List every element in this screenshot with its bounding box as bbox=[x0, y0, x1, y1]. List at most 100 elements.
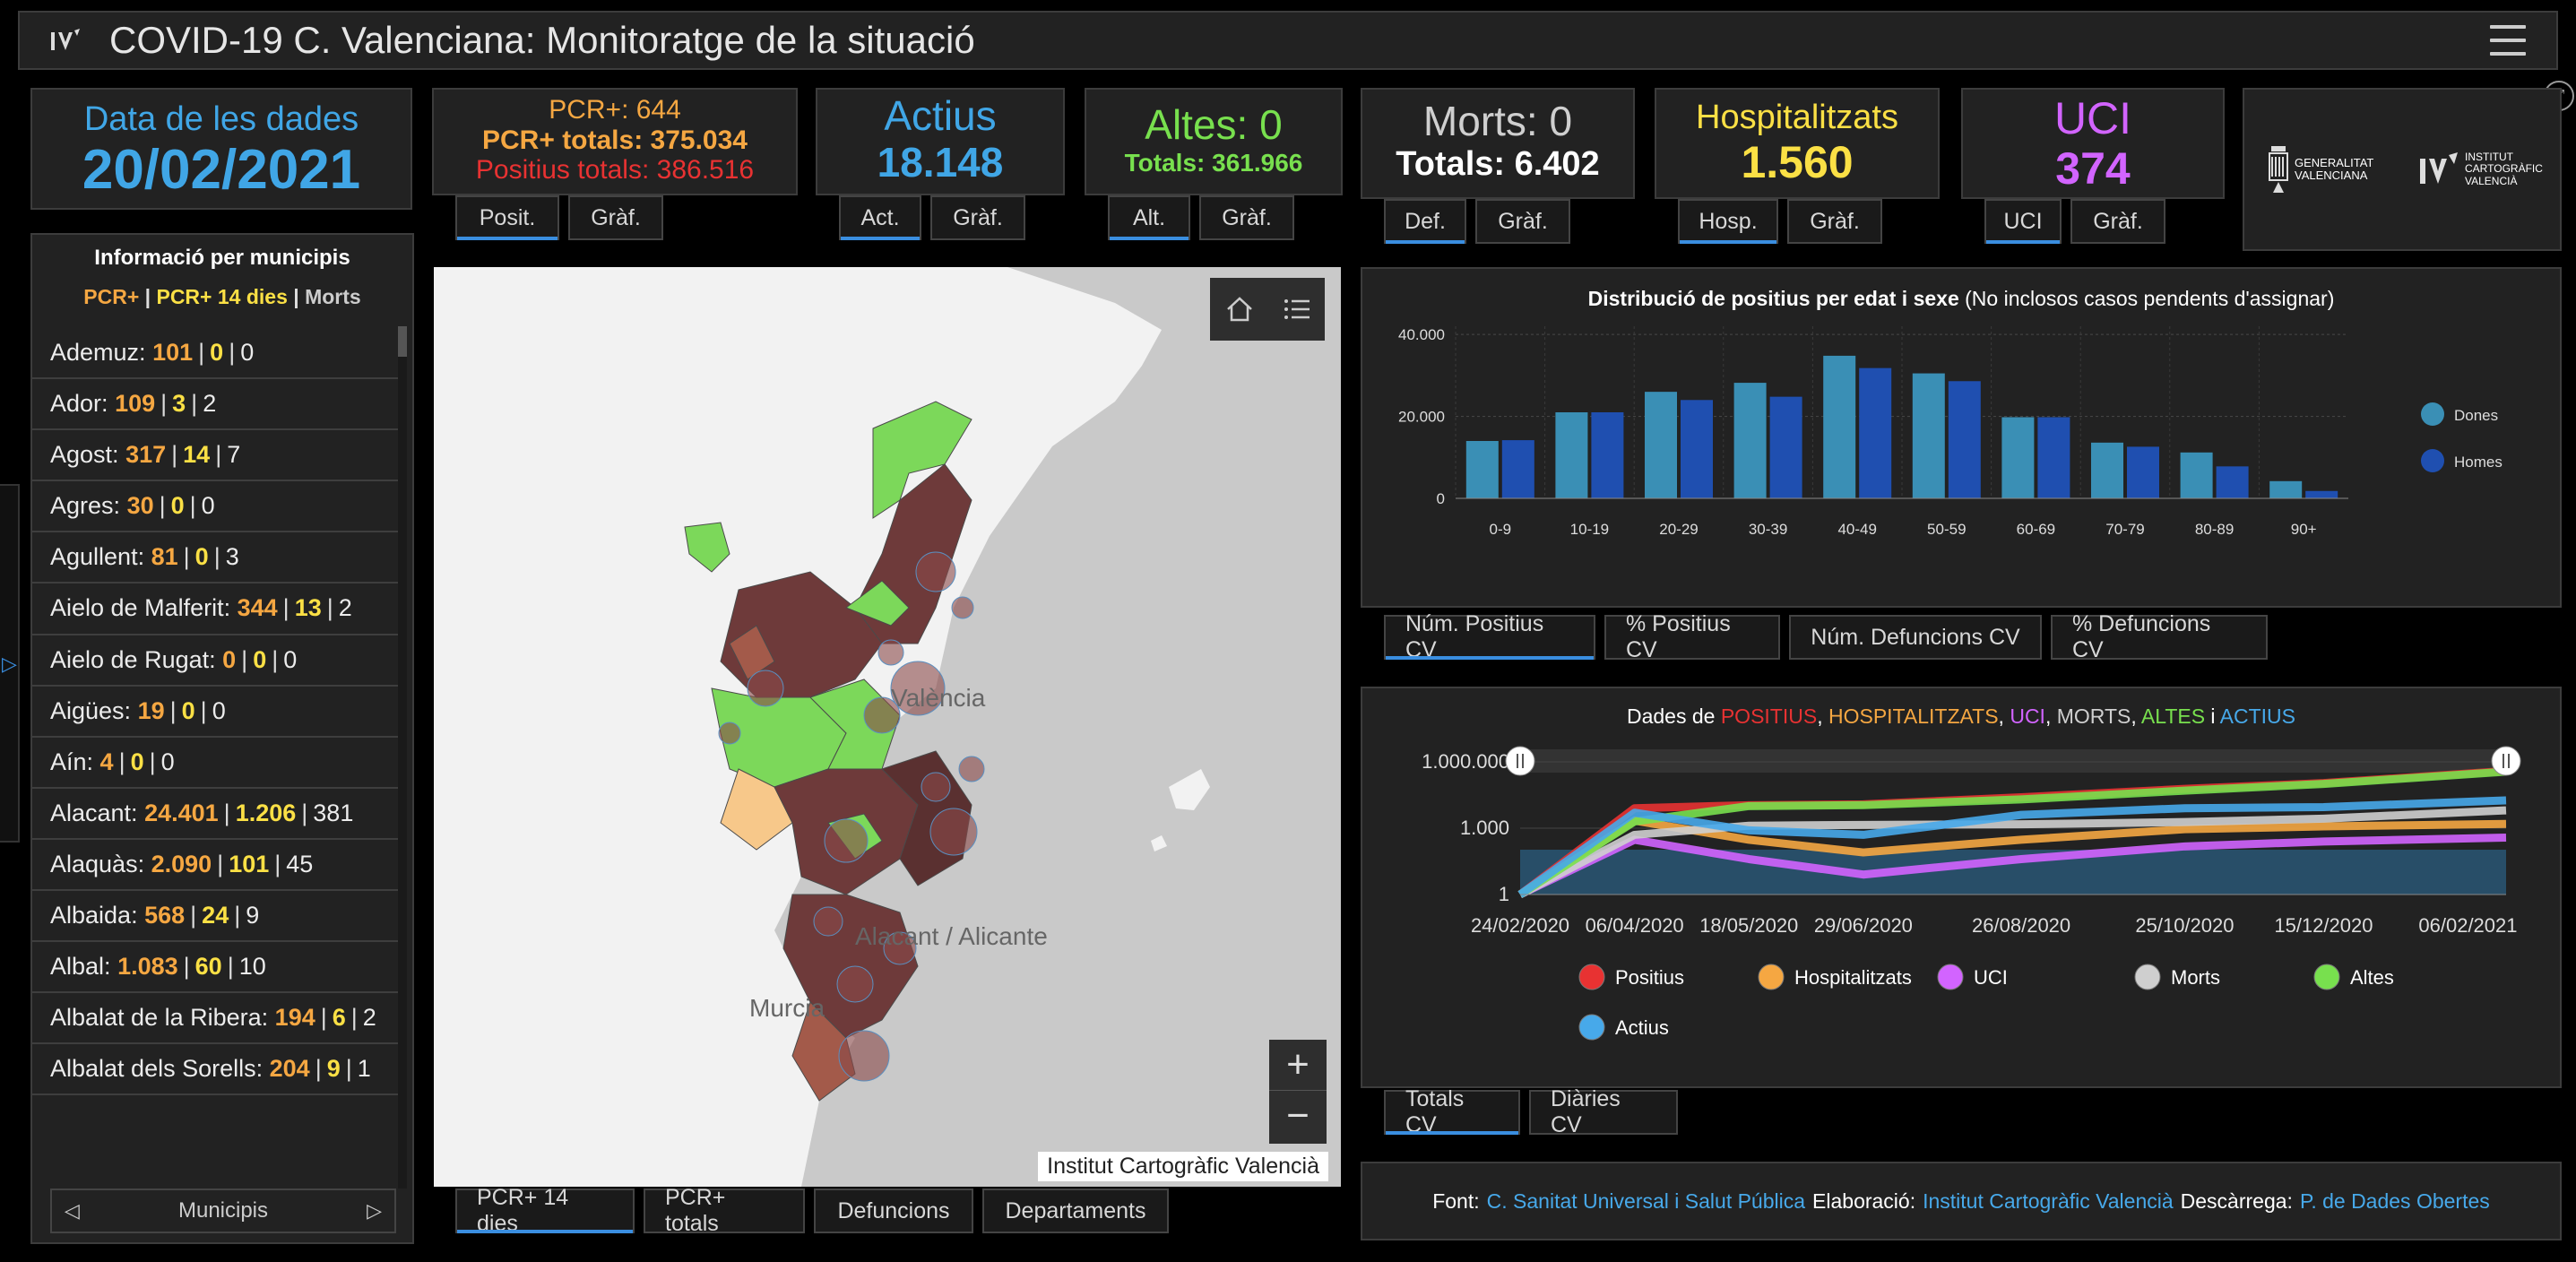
zoom-in-button[interactable]: + bbox=[1269, 1040, 1327, 1093]
bar-homes-80-89[interactable] bbox=[2216, 466, 2249, 498]
tab-pcr-totals[interactable]: PCR+ totals bbox=[644, 1185, 805, 1236]
timeline-title-part: , bbox=[2044, 704, 2057, 728]
zoom-out-button[interactable]: − bbox=[1269, 1090, 1327, 1144]
map-view[interactable]: València Alacant / Alicante Murcia + − I… bbox=[434, 267, 1341, 1187]
list-item[interactable]: Agost: 317 | 14 | 7 bbox=[32, 430, 402, 482]
tab-defuncions[interactable]: Defuncions bbox=[814, 1189, 973, 1233]
bar-dones-90+[interactable] bbox=[2269, 480, 2303, 498]
list-item[interactable]: Albaida: 568 | 24 | 9 bbox=[32, 891, 402, 943]
side-toggle[interactable]: ▷ bbox=[0, 484, 20, 843]
tab-totals-cv[interactable]: Totals CV bbox=[1384, 1086, 1520, 1137]
tab-departaments[interactable]: Departaments bbox=[982, 1189, 1169, 1233]
tab-graf-hosp[interactable]: Gràf. bbox=[1787, 199, 1882, 244]
line-actius[interactable] bbox=[1517, 796, 2507, 898]
uci-card: UCI 374 bbox=[1961, 88, 2225, 199]
tab-hosp[interactable]: Hosp. bbox=[1678, 199, 1778, 244]
bar-dones-30-39[interactable] bbox=[1733, 383, 1767, 498]
list-item[interactable]: Agullent: 81 | 0 | 3 bbox=[32, 532, 402, 584]
tab-graf-altes[interactable]: Gràf. bbox=[1199, 195, 1294, 240]
legend-list-icon[interactable] bbox=[1283, 296, 1311, 323]
tab-posit[interactable]: Posit. bbox=[455, 195, 559, 240]
list-item[interactable]: Ador: 109 | 3 | 2 bbox=[32, 379, 402, 431]
bar-homes-50-59[interactable] bbox=[1948, 381, 1981, 498]
legend-marker-dones[interactable] bbox=[2421, 402, 2444, 426]
legend-marker-uci[interactable] bbox=[1937, 964, 1964, 990]
bar-homes-90+[interactable] bbox=[2305, 490, 2338, 498]
bar-dones-70-79[interactable] bbox=[2091, 442, 2123, 498]
tab-act[interactable]: Act. bbox=[839, 195, 921, 240]
list-item[interactable]: Albalat dels Sorells: 204 | 9 | 1 bbox=[32, 1044, 402, 1096]
bar-homes-10-19[interactable] bbox=[1591, 412, 1624, 498]
list-item[interactable]: Albalat de la Ribera: 194 | 6 | 2 bbox=[32, 993, 402, 1045]
line-uci[interactable] bbox=[1518, 834, 2507, 899]
hamburger-menu-icon[interactable] bbox=[2490, 25, 2526, 56]
tab-graf-pcr[interactable]: Gràf. bbox=[568, 195, 663, 240]
choropleth-regions[interactable] bbox=[684, 401, 972, 1102]
range-end-handle[interactable] bbox=[2491, 746, 2521, 776]
bar-homes-20-29[interactable] bbox=[1681, 400, 1713, 498]
tab-uci[interactable]: UCI bbox=[1984, 199, 2062, 244]
tab-def[interactable]: Def. bbox=[1384, 199, 1466, 244]
legend-label-positius: Positius bbox=[1615, 966, 1684, 989]
tab-num-defuncions[interactable]: Núm. Defuncions CV bbox=[1789, 615, 2042, 660]
next-arrow-icon[interactable]: ▷ bbox=[367, 1199, 382, 1222]
bar-dones-10-19[interactable] bbox=[1555, 412, 1588, 498]
legend-marker-altes[interactable] bbox=[2313, 964, 2340, 990]
bar-dones-20-29[interactable] bbox=[1645, 392, 1677, 498]
bar-dones-40-49[interactable] bbox=[1823, 355, 1856, 498]
bar-dones-50-59[interactable] bbox=[1912, 373, 1945, 498]
bar-homes-30-39[interactable] bbox=[1769, 396, 1802, 498]
list-item[interactable]: Aielo de Malferit: 344 | 13 | 2 bbox=[32, 583, 402, 635]
bar-homes-60-69[interactable] bbox=[2037, 417, 2070, 498]
list-scrollbar[interactable] bbox=[398, 326, 407, 1189]
map-canvas[interactable]: València Alacant / Alicante Murcia bbox=[434, 267, 1341, 1187]
tab-pcr-14-dies[interactable]: PCR+ 14 dies bbox=[455, 1185, 635, 1236]
map-label-murcia: Murcia bbox=[749, 994, 825, 1022]
timeline-line-chart[interactable]: 1 1.000 1.000.000 24/02/2020 06/04/2020 18/05… bbox=[1362, 737, 2560, 1086]
prev-arrow-icon[interactable]: ◁ bbox=[65, 1199, 80, 1222]
range-start-handle[interactable] bbox=[1505, 746, 1535, 776]
list-item[interactable]: Alacant: 24.401 | 1.206 | 381 bbox=[32, 789, 402, 840]
tab-num-positius[interactable]: Núm. Positius CV bbox=[1384, 611, 1595, 662]
footer-desc-link[interactable]: P. de Dades Obertes bbox=[2299, 1189, 2490, 1213]
legend-marker-positius[interactable] bbox=[1578, 964, 1605, 990]
map-attribution[interactable]: Institut Cartogràfic Valencià bbox=[1038, 1152, 1328, 1181]
list-item[interactable]: Albal: 1.083 | 60 | 10 bbox=[32, 942, 402, 994]
age-chart-title-main: Distribució de positius per edat i sexe bbox=[1587, 287, 1959, 310]
range-slider-track[interactable] bbox=[1520, 749, 2506, 773]
bubble-layer[interactable] bbox=[718, 551, 985, 1082]
home-icon[interactable] bbox=[1224, 295, 1255, 324]
footer-elab-link[interactable]: Institut Cartogràfic Valencià bbox=[1923, 1189, 2174, 1213]
footer-font-link[interactable]: C. Sanitat Universal i Salut Pública bbox=[1486, 1189, 1806, 1213]
age-bar-chart[interactable]: 0 20.000 40.000 0-9 10-19 20-29 30-39 40-49 50-5… bbox=[1362, 314, 2560, 601]
x-tick-label: 06/02/2021 bbox=[2418, 914, 2517, 937]
bar-dones-80-89[interactable] bbox=[2180, 452, 2213, 498]
list-item[interactable]: Alaquàs: 2.090 | 101 | 45 bbox=[32, 840, 402, 892]
list-item[interactable]: Agres: 30 | 0 | 0 bbox=[32, 481, 402, 533]
list-item[interactable]: Aielo de Rugat: 0 | 0 | 0 bbox=[32, 635, 402, 687]
line-hospitalitzats[interactable] bbox=[1517, 817, 2507, 898]
tab-graf-uci[interactable]: Gràf. bbox=[2070, 199, 2165, 244]
bar-homes-40-49[interactable] bbox=[1859, 367, 1892, 498]
legend-marker-homes[interactable] bbox=[2421, 449, 2444, 472]
legend-marker-morts[interactable] bbox=[2134, 964, 2161, 990]
tab-pct-positius[interactable]: % Positius CV bbox=[1604, 611, 1780, 662]
icv-mark-icon bbox=[2420, 152, 2458, 184]
tab-alt[interactable]: Alt. bbox=[1108, 195, 1190, 240]
list-item[interactable]: Ademuz: 101 | 0 | 0 bbox=[32, 328, 402, 380]
bar-homes-70-79[interactable] bbox=[2127, 446, 2159, 498]
tab-graf-actius[interactable]: Gràf. bbox=[930, 195, 1025, 240]
bar-dones-60-69[interactable] bbox=[2001, 417, 2035, 498]
municipality-morts: 7 bbox=[227, 441, 241, 469]
tab-graf-morts[interactable]: Gràf. bbox=[1475, 199, 1570, 244]
bar-dones-0-9[interactable] bbox=[1465, 441, 1499, 498]
municipality-list[interactable]: Ademuz: 101 | 0 | 0 Ador: 109 | 3 | 2 Agost: 317 | 1… bbox=[32, 328, 402, 1189]
separator: | bbox=[215, 441, 222, 469]
legend-marker-actius[interactable] bbox=[1578, 1014, 1605, 1041]
tab-pct-defuncions[interactable]: % Defuncions CV bbox=[2051, 611, 2268, 662]
legend-marker-hospitalitzats[interactable] bbox=[1758, 964, 1785, 990]
bar-homes-0-9[interactable] bbox=[1501, 440, 1534, 498]
list-item[interactable]: Aín: 4 | 0 | 0 bbox=[32, 738, 402, 789]
list-item[interactable]: Aigües: 19 | 0 | 0 bbox=[32, 687, 402, 738]
tab-diaries-cv[interactable]: Diàries CV bbox=[1529, 1086, 1678, 1137]
